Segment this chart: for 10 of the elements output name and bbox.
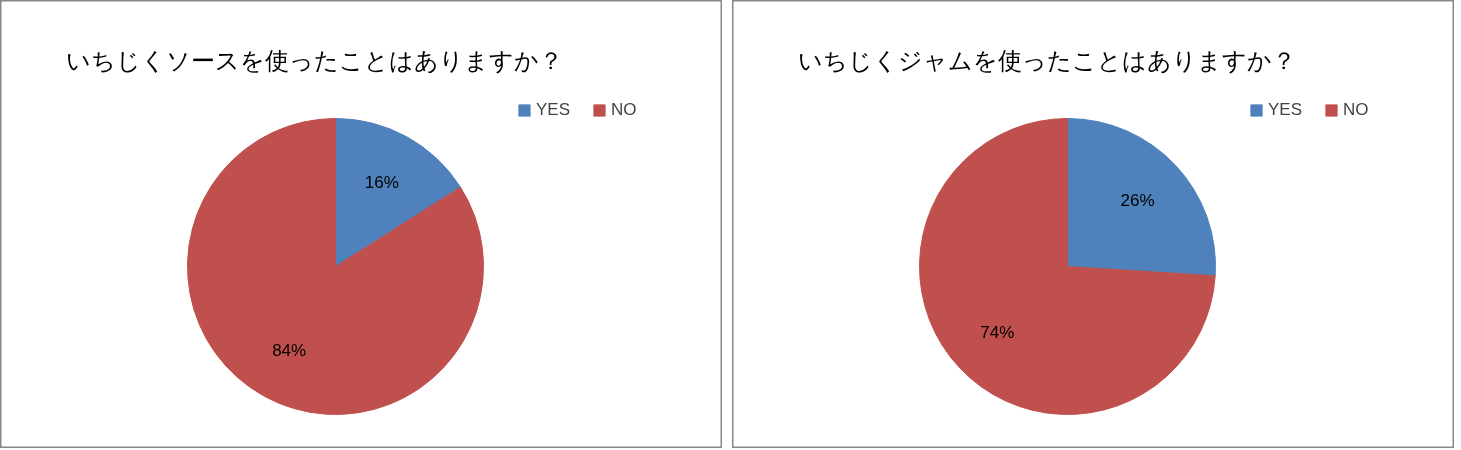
legend-label: NO: [1343, 100, 1369, 120]
data-label: 16%: [364, 172, 399, 192]
legend-label: YES: [536, 100, 571, 120]
chart-title: いちじくジャムを使ったことはありますか？: [797, 47, 1296, 74]
chart-title: いちじくソースを使ったことはありますか？: [65, 47, 563, 74]
data-label: 84%: [272, 341, 307, 361]
data-label: 26%: [1120, 191, 1155, 211]
data-label: 74%: [980, 322, 1015, 342]
legend-label: YES: [1268, 100, 1303, 120]
legend-label: NO: [611, 100, 637, 120]
